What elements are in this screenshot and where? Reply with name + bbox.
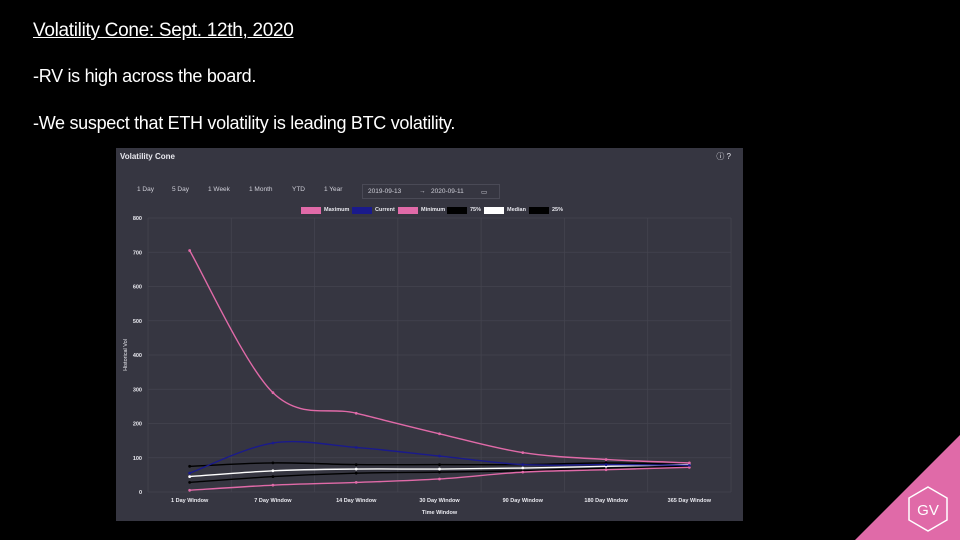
- range-button-1-month[interactable]: 1 Month: [249, 186, 273, 193]
- data-point-maximum: [687, 461, 691, 465]
- data-point-25pct: [354, 471, 358, 475]
- date-range-picker[interactable]: 2019-09-13 → 2020-09-11 ▭: [362, 184, 500, 199]
- data-point-minimum: [271, 483, 275, 487]
- corner-triangle: [855, 435, 960, 540]
- series-line-median: [189, 463, 690, 478]
- data-point-minimum: [521, 470, 525, 474]
- legend-swatch: [301, 207, 321, 214]
- y-tick-label: 200: [133, 422, 142, 428]
- data-point-current: [188, 471, 192, 475]
- data-point-25pct: [188, 481, 192, 484]
- help-icon[interactable]: ?: [726, 152, 731, 161]
- data-point-maximum: [271, 391, 275, 395]
- data-point-75pct: [271, 461, 275, 465]
- legend-label: 25%: [552, 207, 564, 213]
- x-tick-label: 365 Day Window: [668, 498, 712, 504]
- x-tick-label: 14 Day Window: [336, 498, 377, 504]
- data-point-75pct: [438, 463, 441, 466]
- data-point-current: [521, 463, 525, 466]
- legend-label: Maximum: [324, 207, 350, 213]
- range-button-1-year[interactable]: 1 Year: [324, 186, 343, 193]
- legend-swatch: [447, 207, 467, 214]
- data-point-maximum: [354, 411, 358, 415]
- data-point-maximum: [188, 249, 192, 252]
- data-point-maximum: [438, 432, 441, 436]
- data-point-median: [188, 475, 192, 478]
- y-tick-label: 400: [133, 353, 142, 359]
- y-tick-label: 500: [133, 319, 142, 325]
- bullet-text: -RV is high across the board.: [33, 66, 257, 86]
- legend-swatch: [398, 207, 418, 214]
- data-point-minimum: [354, 481, 358, 484]
- y-tick-label: 600: [133, 285, 142, 291]
- x-tick-label: 7 Day Window: [254, 498, 292, 504]
- date-separator: →: [419, 188, 426, 195]
- data-point-current: [271, 441, 275, 445]
- logo-text: GV: [917, 502, 939, 519]
- data-point-minimum: [604, 468, 608, 472]
- data-point-median: [354, 467, 358, 471]
- data-point-75pct: [188, 464, 192, 468]
- x-axis-label: Time Window: [422, 510, 458, 516]
- y-tick-label: 300: [133, 387, 142, 393]
- legend-label: Minimum: [421, 207, 446, 213]
- data-point-current: [354, 446, 358, 449]
- data-point-minimum: [438, 477, 441, 481]
- data-point-minimum: [188, 488, 192, 492]
- gv-logo-corner: GV: [855, 435, 960, 540]
- y-tick-label: 100: [133, 456, 142, 462]
- panel-icons: ⓘ ?: [716, 151, 731, 162]
- calendar-icon[interactable]: ▭: [481, 189, 488, 196]
- x-tick-label: 30 Day Window: [419, 498, 460, 504]
- data-point-median: [438, 467, 441, 471]
- bullet-text: -We suspect that ETH volatility is leadi…: [33, 113, 456, 133]
- range-button-ytd[interactable]: YTD: [292, 186, 305, 193]
- legend-label: Median: [507, 207, 526, 213]
- data-point-75pct: [354, 463, 358, 466]
- legend-swatch: [484, 207, 504, 214]
- panel-title: Volatility Cone: [120, 152, 175, 161]
- data-point-maximum: [521, 451, 525, 455]
- volatility-cone-panel: Volatility Cone ⓘ ? 1 Day 5 Day 1 Week 1…: [116, 148, 743, 521]
- legend-swatch: [352, 207, 372, 214]
- y-axis-label: Historical Vol: [123, 339, 129, 371]
- range-button-1-week[interactable]: 1 Week: [208, 186, 230, 193]
- date-from-field[interactable]: 2019-09-13: [368, 188, 402, 195]
- range-button-5-day[interactable]: 5 Day: [172, 186, 189, 193]
- data-point-current: [604, 463, 608, 466]
- data-point-current: [687, 463, 691, 467]
- y-tick-label: 0: [139, 490, 142, 496]
- series-line-maximum: [189, 250, 690, 464]
- y-tick-label: 800: [133, 216, 142, 222]
- legend-label: 75%: [470, 207, 482, 213]
- data-point-current: [438, 454, 441, 458]
- x-tick-label: 1 Day Window: [171, 498, 209, 504]
- data-point-minimum: [687, 465, 691, 469]
- x-tick-label: 90 Day Window: [503, 498, 544, 504]
- data-point-25pct: [438, 470, 441, 474]
- volatility-cone-chart: 0 100 200 300 400 500 600 700 800 1 Day Window 7 D…: [123, 216, 732, 516]
- logo-hexagon: [908, 486, 948, 532]
- data-point-maximum: [604, 458, 608, 461]
- info-icon[interactable]: ⓘ: [716, 152, 725, 161]
- y-tick-label: 700: [133, 250, 142, 256]
- range-button-1-day[interactable]: 1 Day: [137, 186, 154, 193]
- legend-label: Current: [375, 207, 395, 213]
- data-point-median: [271, 469, 275, 473]
- legend-swatch: [529, 207, 549, 214]
- data-point-median: [521, 466, 525, 470]
- date-to-field[interactable]: 2020-09-11: [431, 188, 464, 195]
- x-tick-label: 180 Day Window: [584, 498, 628, 504]
- data-point-25pct: [271, 475, 275, 478]
- slide-title: Volatility Cone: Sept. 12th, 2020: [33, 20, 294, 41]
